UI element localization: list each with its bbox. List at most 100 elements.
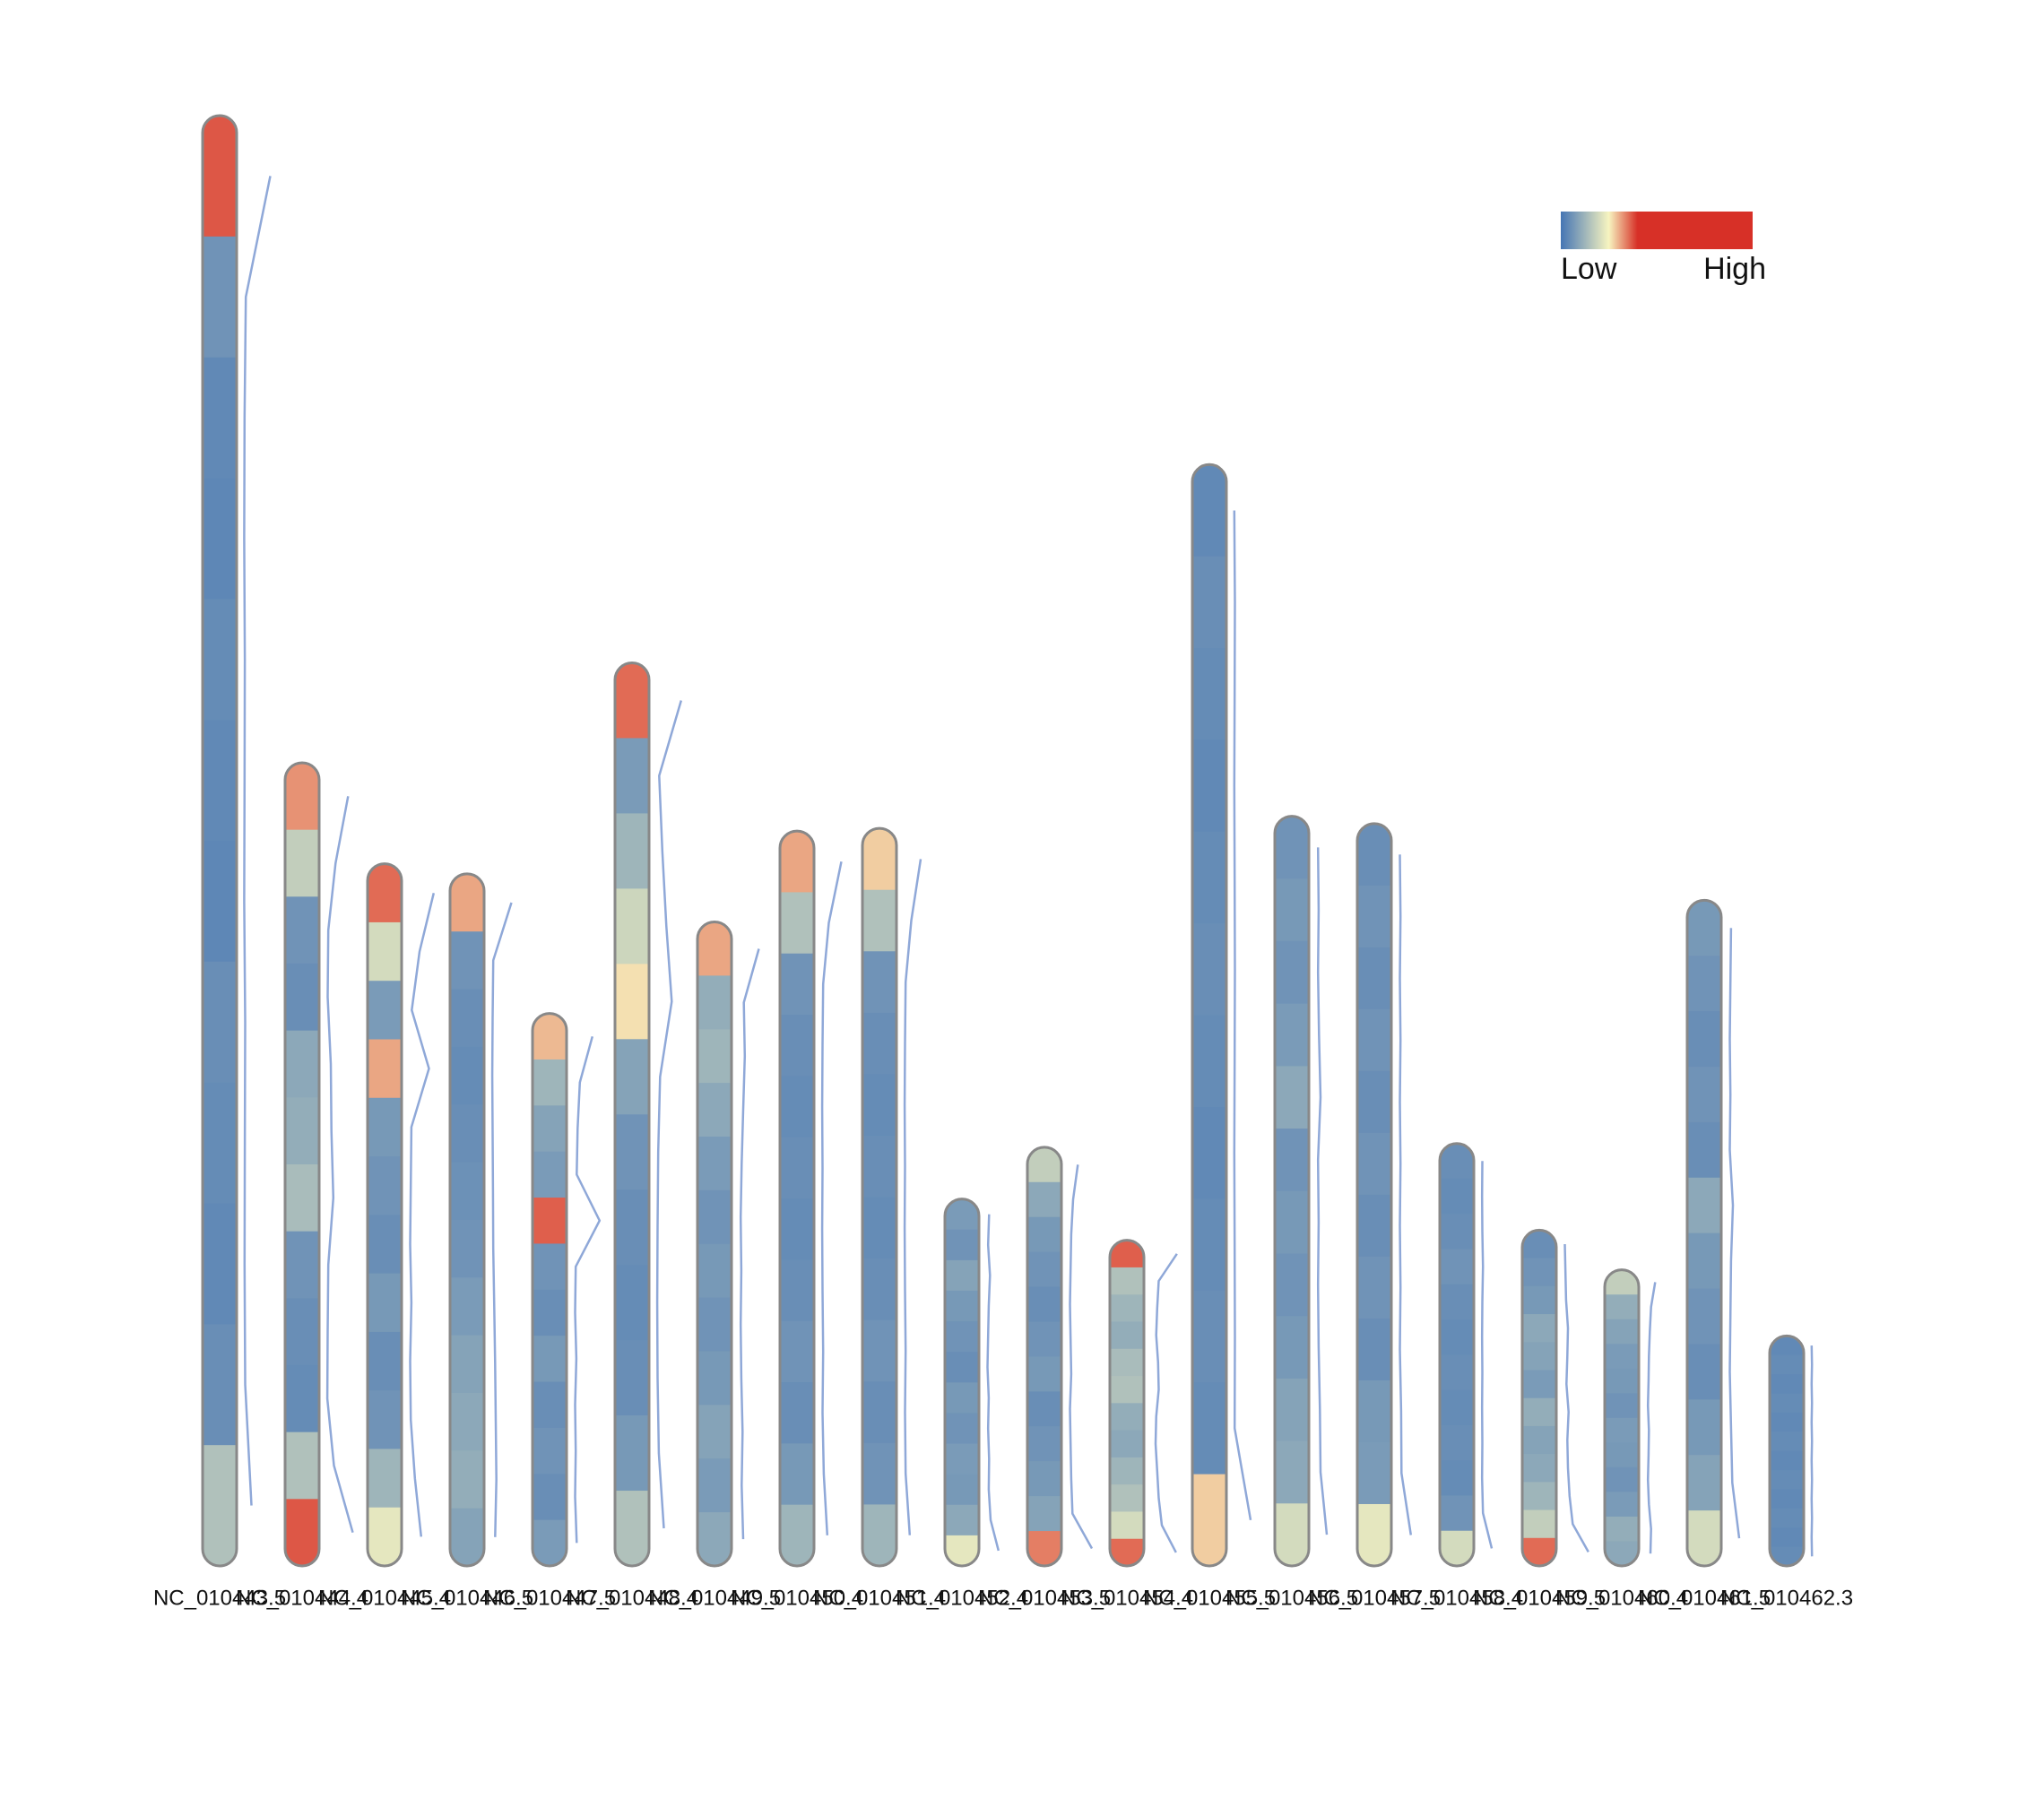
density-band <box>945 1443 979 1475</box>
density-band <box>533 1059 567 1106</box>
density-band <box>1192 1015 1226 1108</box>
density-band <box>1357 1132 1391 1196</box>
density-band <box>450 873 484 932</box>
density-band <box>1687 1011 1721 1068</box>
density-band <box>1522 1370 1556 1399</box>
chromosome <box>945 1198 979 1567</box>
chromosome-outline <box>1108 1239 1146 1568</box>
density-band <box>285 963 319 1032</box>
density-band <box>1605 1492 1639 1518</box>
density-band <box>1605 1368 1639 1394</box>
density-band <box>533 1243 567 1291</box>
density-band <box>1275 1503 1309 1566</box>
chromosome-outline <box>613 662 651 1568</box>
density-band <box>1110 1321 1144 1350</box>
density-band <box>368 921 402 982</box>
density-band <box>697 975 732 1030</box>
density-band <box>203 1324 237 1446</box>
density-band <box>780 1137 814 1199</box>
density-band <box>615 1265 649 1341</box>
density-band <box>1687 1344 1721 1400</box>
density-band <box>1027 1391 1061 1427</box>
density-band <box>1687 1288 1721 1345</box>
density-profile <box>1069 1164 1094 1550</box>
chromosome-label: NC_010450.4 <box>731 1586 863 1610</box>
density-band <box>697 1243 732 1299</box>
density-profile <box>243 176 272 1506</box>
density-profile <box>1233 510 1252 1521</box>
density-band <box>1110 1403 1144 1431</box>
density-profile <box>1728 928 1741 1539</box>
density-band <box>1357 885 1391 948</box>
density-band <box>1275 1316 1309 1380</box>
density-band <box>780 1198 814 1260</box>
density-band <box>1440 1214 1474 1250</box>
density-band <box>1027 1251 1061 1288</box>
density-band <box>862 951 896 1014</box>
density-band <box>203 1203 237 1325</box>
density-band <box>285 1030 319 1098</box>
chromosome <box>1522 1230 1556 1566</box>
density-band <box>285 762 319 831</box>
chromosome-outline <box>1685 898 1723 1568</box>
density-band <box>1110 1484 1144 1512</box>
density-band <box>1192 831 1226 924</box>
density-band <box>1192 648 1226 740</box>
chromosome <box>203 116 237 1566</box>
density-band <box>368 1039 402 1099</box>
chromosome <box>1770 1336 1804 1566</box>
density-band <box>615 964 649 1040</box>
chromosome-outline <box>1273 815 1311 1568</box>
density-band <box>1357 1318 1391 1381</box>
density-band <box>945 1474 979 1506</box>
chromosome <box>780 831 814 1566</box>
density-band <box>780 1382 814 1444</box>
density-band <box>697 1029 732 1084</box>
chromosome <box>1605 1269 1639 1566</box>
density-band <box>1192 923 1226 1016</box>
density-band <box>1357 823 1391 887</box>
chromosome-label: NC_010462.3 <box>1720 1586 1853 1610</box>
density-band <box>1275 816 1309 879</box>
density-band <box>862 1074 896 1137</box>
density-band <box>1770 1393 1804 1414</box>
density-band <box>368 1449 402 1509</box>
density-band <box>450 1392 484 1451</box>
density-band <box>285 1231 319 1299</box>
density-band <box>533 1151 567 1198</box>
density-band <box>1605 1393 1639 1419</box>
density-band <box>1605 1344 1639 1370</box>
chromosome <box>1357 823 1391 1566</box>
density-band <box>285 829 319 897</box>
density-band <box>615 1039 649 1115</box>
density-band <box>780 892 814 955</box>
density-band <box>1522 1425 1556 1455</box>
density-band <box>1522 1482 1556 1511</box>
chromosome <box>1275 816 1309 1566</box>
density-band <box>1027 1496 1061 1532</box>
density-band <box>1770 1374 1804 1395</box>
density-profile <box>655 700 682 1529</box>
density-band <box>945 1259 979 1292</box>
chromosome <box>1110 1240 1144 1566</box>
density-band <box>1192 556 1226 649</box>
density-band <box>1522 1454 1556 1483</box>
density-band <box>1275 878 1309 942</box>
density-band <box>1357 1194 1391 1258</box>
density-band <box>945 1290 979 1322</box>
density-band <box>368 1097 402 1157</box>
density-band <box>1605 1319 1639 1345</box>
density-band <box>533 1105 567 1153</box>
chromosome <box>1440 1143 1474 1566</box>
density-band <box>862 1381 896 1444</box>
chromosome-outline <box>283 761 321 1568</box>
density-band <box>1605 1294 1639 1320</box>
density-band <box>862 1258 896 1321</box>
density-band <box>862 889 896 952</box>
legend-low: Low <box>1561 252 1617 286</box>
density-band <box>203 478 237 600</box>
legend-high: High <box>1703 252 1766 286</box>
density-band <box>780 1320 814 1383</box>
density-band <box>1440 1178 1474 1215</box>
density-band <box>1027 1426 1061 1462</box>
